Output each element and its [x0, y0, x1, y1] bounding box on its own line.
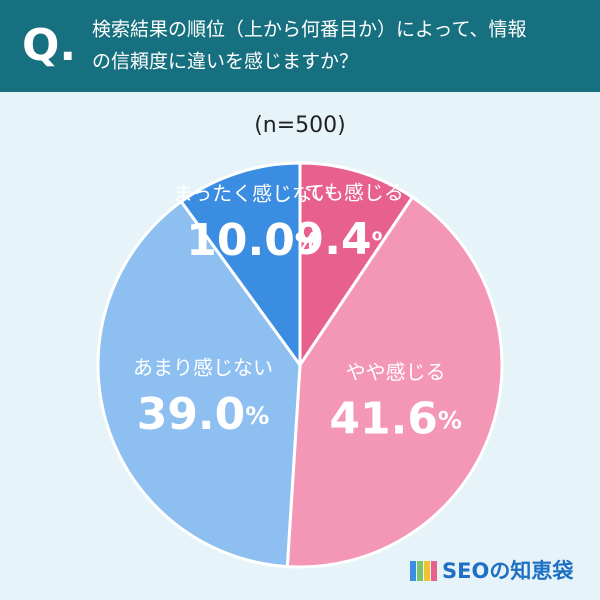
- logo-bar: [410, 561, 416, 581]
- pie-slice: [179, 161, 302, 370]
- logo-bar: [424, 561, 430, 581]
- question-line: 検索結果の順位（上から何番目か）によって、情報: [92, 19, 527, 41]
- logo-bar: [431, 561, 437, 581]
- question-line: の信頼度に違いを感じますか？: [92, 51, 358, 73]
- slice-category: とても感じる: [285, 181, 403, 205]
- pie-slice: [298, 161, 415, 370]
- slice-category: まったく感じない: [173, 181, 332, 205]
- pie-slice: [96, 199, 302, 569]
- logo-text: SEOの知恵袋: [442, 559, 574, 583]
- slice-category: あまり感じない: [133, 356, 273, 380]
- logo-bar: [417, 561, 423, 581]
- slice-value-label: 10.0%: [186, 215, 319, 266]
- badge: Q.: [22, 20, 76, 71]
- logo-icon: [410, 561, 437, 581]
- slice-value-label: 41.6%: [329, 393, 462, 444]
- header-band: [0, 0, 600, 92]
- slice-value-label: 39.0%: [137, 389, 270, 440]
- pie: とても感じる9.4%やや感じる41.6%あまり感じない39.0%まったく感じない…: [96, 161, 504, 569]
- slice-category: やや感じる: [346, 360, 446, 384]
- pie-slice: [285, 195, 504, 569]
- subtitle: (n=500): [254, 113, 346, 138]
